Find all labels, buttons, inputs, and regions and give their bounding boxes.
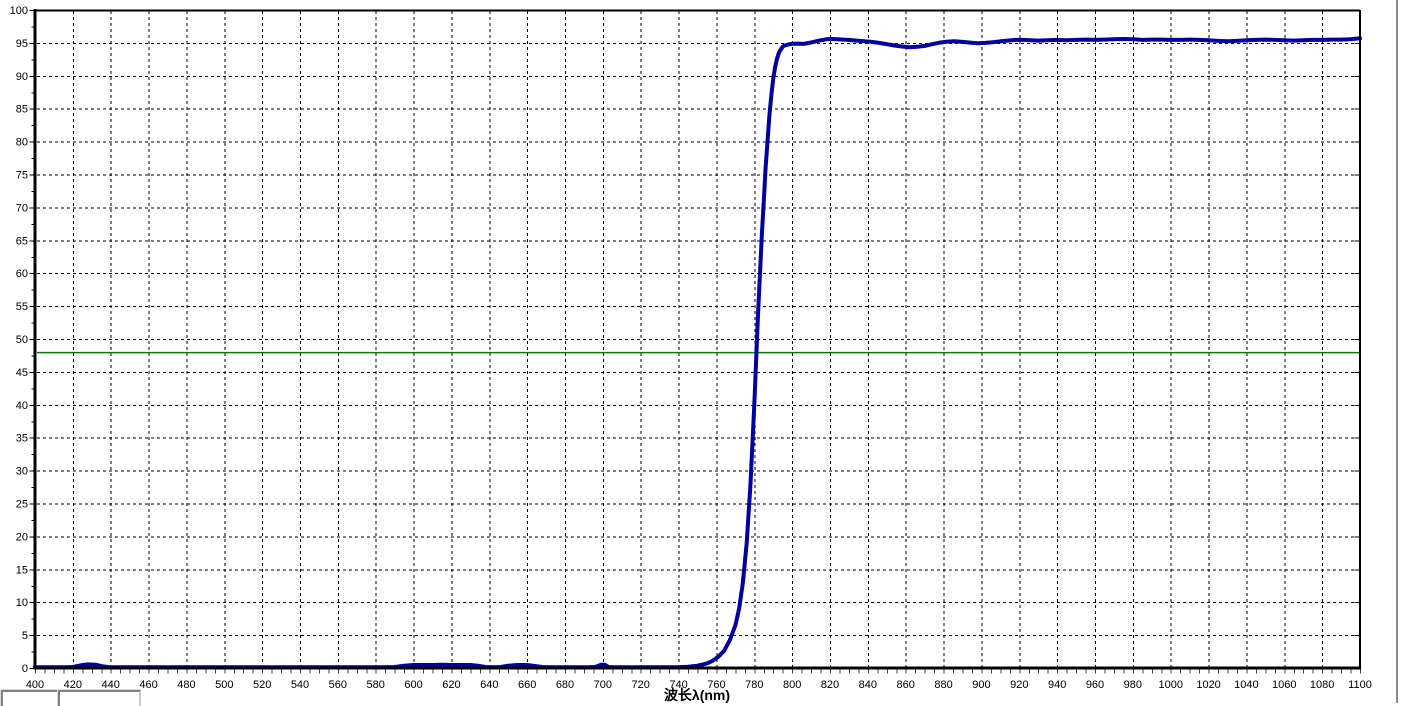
svg-text:1000: 1000 xyxy=(1158,679,1182,691)
svg-text:420: 420 xyxy=(64,679,82,691)
svg-text:1040: 1040 xyxy=(1234,679,1258,691)
svg-text:60: 60 xyxy=(16,268,28,280)
svg-text:680: 680 xyxy=(556,679,574,691)
svg-text:960: 960 xyxy=(1086,679,1104,691)
svg-text:1100: 1100 xyxy=(1348,679,1372,691)
svg-text:580: 580 xyxy=(367,679,385,691)
svg-text:520: 520 xyxy=(253,679,271,691)
svg-text:720: 720 xyxy=(632,679,650,691)
svg-text:860: 860 xyxy=(897,679,915,691)
x-tick-labels: 400 420 440 460 480 500 520 540 560 580 600 620 640 6… xyxy=(26,679,1372,691)
svg-text:40: 40 xyxy=(16,400,28,412)
svg-text:640: 640 xyxy=(480,679,498,691)
svg-text:85: 85 xyxy=(16,104,28,116)
svg-text:840: 840 xyxy=(859,679,877,691)
svg-text:760: 760 xyxy=(707,679,725,691)
svg-text:90: 90 xyxy=(16,71,28,83)
svg-text:440: 440 xyxy=(102,679,120,691)
svg-text:620: 620 xyxy=(442,679,460,691)
svg-text:15: 15 xyxy=(16,564,28,576)
svg-text:65: 65 xyxy=(16,235,28,247)
footer-input-box-2[interactable] xyxy=(58,690,141,706)
svg-text:480: 480 xyxy=(177,679,195,691)
svg-text:50: 50 xyxy=(16,334,28,346)
svg-text:820: 820 xyxy=(821,679,839,691)
svg-text:25: 25 xyxy=(16,499,28,511)
svg-text:10: 10 xyxy=(16,597,28,609)
svg-text:80: 80 xyxy=(16,137,28,149)
svg-text:30: 30 xyxy=(16,466,28,478)
svg-text:800: 800 xyxy=(783,679,801,691)
svg-text:400: 400 xyxy=(26,679,44,691)
svg-text:980: 980 xyxy=(1124,679,1142,691)
svg-text:600: 600 xyxy=(404,679,422,691)
svg-text:1080: 1080 xyxy=(1310,679,1334,691)
svg-text:700: 700 xyxy=(594,679,612,691)
right-edge-divider xyxy=(1396,0,1398,703)
grid-lines xyxy=(37,11,1359,667)
svg-text:95: 95 xyxy=(16,38,28,50)
svg-text:35: 35 xyxy=(16,433,28,445)
x-axis-title: 波长λ(nm) xyxy=(663,687,731,703)
svg-text:5: 5 xyxy=(22,630,28,642)
svg-text:45: 45 xyxy=(16,367,28,379)
svg-text:100: 100 xyxy=(10,5,28,17)
svg-text:500: 500 xyxy=(215,679,233,691)
svg-text:70: 70 xyxy=(16,202,28,214)
svg-text:560: 560 xyxy=(329,679,347,691)
svg-text:740: 740 xyxy=(669,679,687,691)
y-tick-labels: 0 5 10 15 20 25 30 35 40 45 50 55 60 65 70 75 80 85 90 95 10… xyxy=(10,5,28,675)
tick-marks xyxy=(29,10,1361,674)
svg-text:880: 880 xyxy=(934,679,952,691)
svg-text:660: 660 xyxy=(518,679,536,691)
svg-text:75: 75 xyxy=(16,170,28,182)
footer-input-box-1[interactable] xyxy=(1,690,59,706)
svg-text:0: 0 xyxy=(22,663,28,675)
svg-text:1060: 1060 xyxy=(1272,679,1296,691)
svg-text:460: 460 xyxy=(139,679,157,691)
svg-text:540: 540 xyxy=(291,679,309,691)
svg-text:920: 920 xyxy=(1010,679,1028,691)
svg-text:1020: 1020 xyxy=(1196,679,1220,691)
svg-text:900: 900 xyxy=(972,679,990,691)
svg-text:780: 780 xyxy=(745,679,763,691)
svg-text:55: 55 xyxy=(16,301,28,313)
axes-border xyxy=(33,9,1361,670)
transmission-curve xyxy=(33,36,1362,670)
svg-text:940: 940 xyxy=(1048,679,1066,691)
svg-text:20: 20 xyxy=(16,531,28,543)
